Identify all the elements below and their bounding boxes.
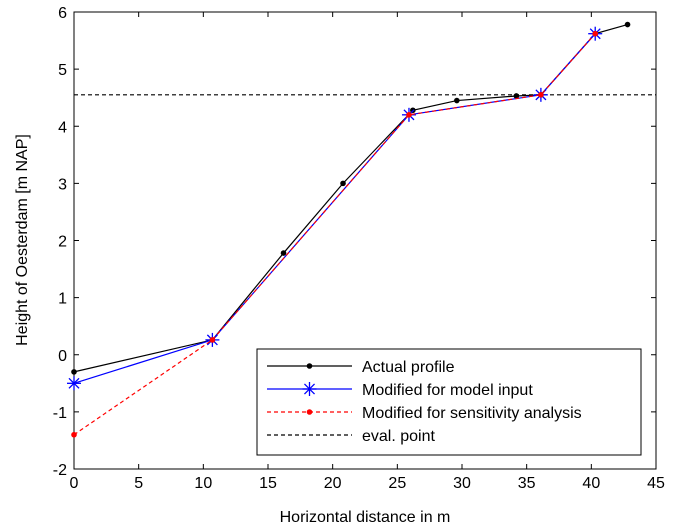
- legend-marker: [302, 382, 317, 396]
- x-tick-label: 40: [582, 475, 600, 492]
- y-tick-label: 4: [58, 119, 67, 136]
- x-tick-label: 20: [324, 475, 342, 492]
- legend-label: Actual profile: [362, 359, 455, 376]
- series-modified-for-sensitivity-analysis: [71, 30, 599, 438]
- legend-marker: [306, 409, 313, 415]
- legend-item: Modified for model input: [267, 382, 533, 399]
- asterisk-stroke: [304, 383, 315, 395]
- data-point: [406, 112, 412, 118]
- legend-label: eval. point: [362, 428, 435, 445]
- asterisk-stroke: [68, 377, 80, 389]
- y-tick-label: 3: [58, 176, 67, 193]
- x-tick-label: 45: [647, 475, 665, 492]
- legend-box: [256, 348, 642, 456]
- y-tick-label: 6: [58, 5, 67, 22]
- legend-label: Modified for sensitivity analysis: [362, 405, 582, 422]
- legend-item: eval. point: [267, 428, 435, 445]
- legend-label: Modified for model input: [362, 382, 533, 399]
- legend: Actual profile Modified for model input Mo…: [256, 348, 642, 456]
- series-layer: [67, 21, 656, 438]
- data-point: [624, 21, 631, 28]
- y-axis-label: Height of Oesterdam [m NAP]: [14, 134, 31, 346]
- x-tick-label: 10: [194, 475, 212, 492]
- legend-item: Actual profile: [267, 359, 455, 376]
- data-point: [538, 92, 544, 98]
- data-point: [592, 30, 599, 37]
- y-tick-label: -2: [53, 462, 67, 479]
- x-axis-label: Horizontal distance in m: [280, 509, 451, 526]
- x-tick-label: 25: [388, 475, 406, 492]
- legend-marker: [306, 363, 313, 369]
- x-tick-label: 35: [518, 475, 536, 492]
- data-point: [209, 337, 216, 343]
- data-point: [340, 180, 346, 187]
- data-point: [71, 431, 77, 438]
- data-point: [71, 369, 77, 375]
- data-point: [454, 97, 460, 104]
- x-tick-label: 15: [259, 475, 277, 492]
- y-tick-label: 2: [58, 234, 67, 251]
- data-point: [67, 376, 81, 391]
- data-point: [280, 250, 287, 256]
- x-tick-label: 0: [70, 475, 79, 492]
- y-tick-label: 0: [58, 348, 67, 365]
- y-tick-label: 1: [58, 291, 67, 308]
- y-tick-label: -1: [53, 405, 67, 422]
- x-tick-label: 30: [453, 475, 471, 492]
- data-point: [513, 93, 520, 99]
- legend-items: Actual profile Modified for model input Mo…: [267, 359, 582, 445]
- legend-item: Modified for sensitivity analysis: [267, 405, 582, 422]
- x-tick-label: 5: [134, 475, 143, 492]
- y-tick-label: 5: [58, 62, 67, 79]
